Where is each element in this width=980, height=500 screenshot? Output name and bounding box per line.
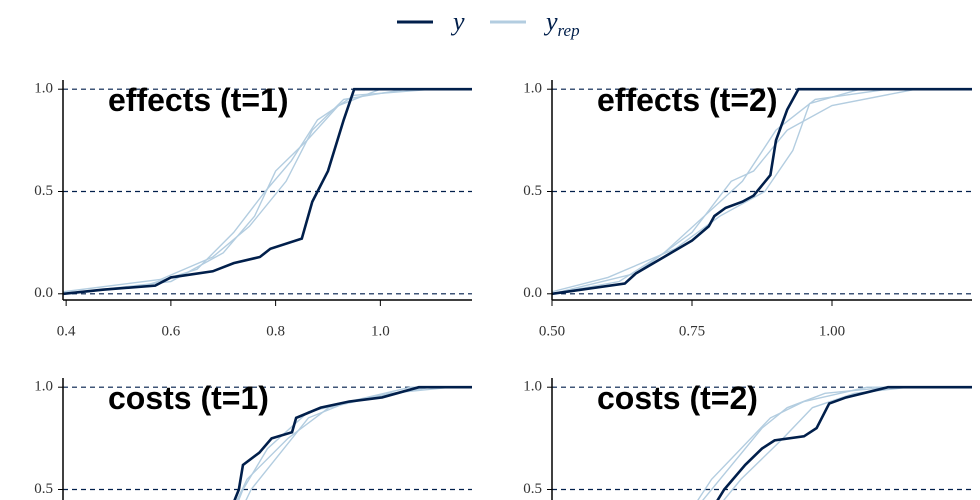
panel: 0.0 0.5 1.0 0.50 0.75 1.00 effects (t=2) bbox=[523, 80, 972, 339]
ecdf-line bbox=[551, 87, 972, 296]
legend-entry: y bbox=[397, 7, 465, 36]
ecdf-line bbox=[551, 88, 861, 293]
x-tick-label: 1.0 bbox=[371, 323, 390, 339]
legend-label: yrep bbox=[543, 7, 580, 40]
panel-title: effects (t=1) bbox=[108, 82, 289, 118]
ecdf-line bbox=[716, 385, 972, 500]
panel-title: costs (t=2) bbox=[597, 380, 758, 416]
legend-label: y bbox=[450, 7, 465, 36]
x-tick-label: 0.8 bbox=[266, 323, 285, 339]
panel-title: effects (t=2) bbox=[597, 82, 778, 118]
legend-subscript: rep bbox=[558, 21, 580, 40]
ecdf-line bbox=[63, 87, 472, 296]
x-tick-label: 1.00 bbox=[819, 323, 845, 339]
x-tick-label: 0.50 bbox=[539, 323, 565, 339]
y-tick-label: 0.5 bbox=[34, 183, 53, 199]
y-tick-label: 1.0 bbox=[523, 81, 542, 97]
x-tick-label: 0.75 bbox=[679, 323, 705, 339]
ecdf-line bbox=[551, 88, 889, 295]
y-tick-label: 0.0 bbox=[34, 285, 53, 301]
x-tick-label: 0.4 bbox=[57, 323, 76, 339]
y-tick-label: 1.0 bbox=[34, 379, 53, 395]
panel: 0.0 0.5 1.0 0.4 0.6 0.8 1.0 effects (t=1) bbox=[34, 80, 472, 339]
ecdf-line bbox=[233, 385, 472, 500]
ecdf-line bbox=[697, 386, 972, 500]
panel-title: costs (t=1) bbox=[108, 380, 269, 416]
y-tick-label: 0.5 bbox=[34, 481, 53, 497]
y-tick-label: 1.0 bbox=[523, 379, 542, 395]
y-tick-label: 0.5 bbox=[523, 481, 542, 497]
y-tick-label: 0.0 bbox=[523, 285, 542, 301]
y-tick-label: 0.5 bbox=[523, 183, 542, 199]
ecdf-line bbox=[63, 88, 407, 293]
ecdf-line bbox=[245, 386, 472, 500]
legend-entry: yrep bbox=[490, 7, 580, 40]
y-tick-label: 1.0 bbox=[34, 81, 53, 97]
x-tick-label: 0.6 bbox=[162, 323, 181, 339]
